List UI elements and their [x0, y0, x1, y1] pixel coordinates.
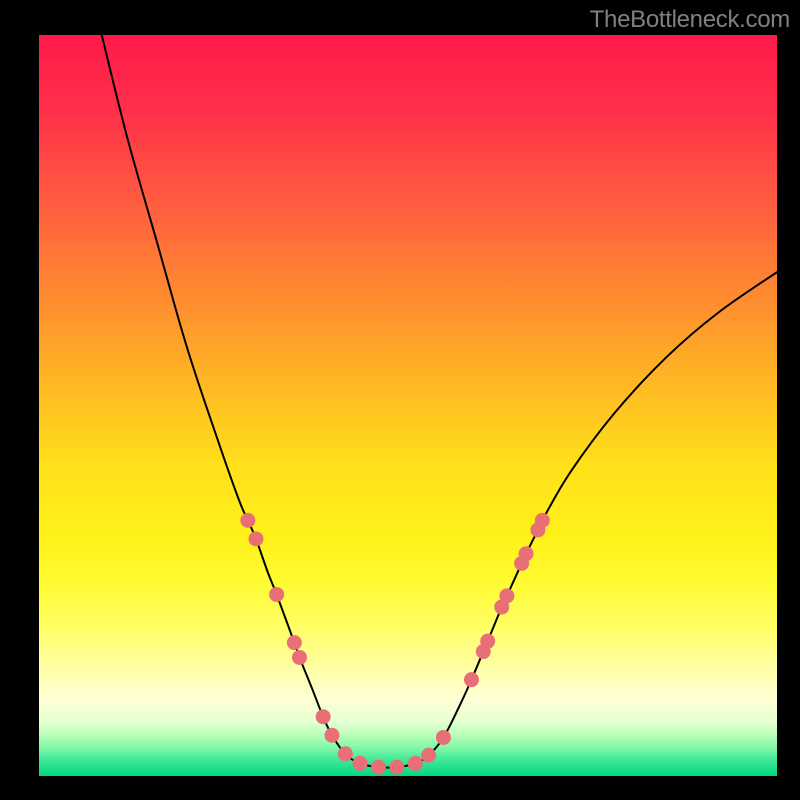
- data-marker: [421, 748, 436, 763]
- data-marker: [408, 756, 423, 771]
- data-marker: [353, 756, 368, 771]
- data-marker: [519, 546, 534, 561]
- data-marker: [324, 728, 339, 743]
- chart-plot: [39, 35, 777, 776]
- data-marker: [292, 650, 307, 665]
- data-marker: [248, 531, 263, 546]
- watermark-text: TheBottleneck.com: [590, 6, 790, 34]
- data-marker: [371, 760, 386, 775]
- data-marker: [499, 588, 514, 603]
- data-marker: [240, 513, 255, 528]
- data-marker: [535, 513, 550, 528]
- data-marker: [464, 672, 479, 687]
- data-marker: [338, 746, 353, 761]
- data-marker: [480, 634, 495, 649]
- data-marker: [436, 730, 451, 745]
- gradient-background: [39, 35, 777, 776]
- data-marker: [389, 760, 404, 775]
- data-marker: [316, 709, 331, 724]
- data-marker: [287, 635, 302, 650]
- data-marker: [269, 587, 284, 602]
